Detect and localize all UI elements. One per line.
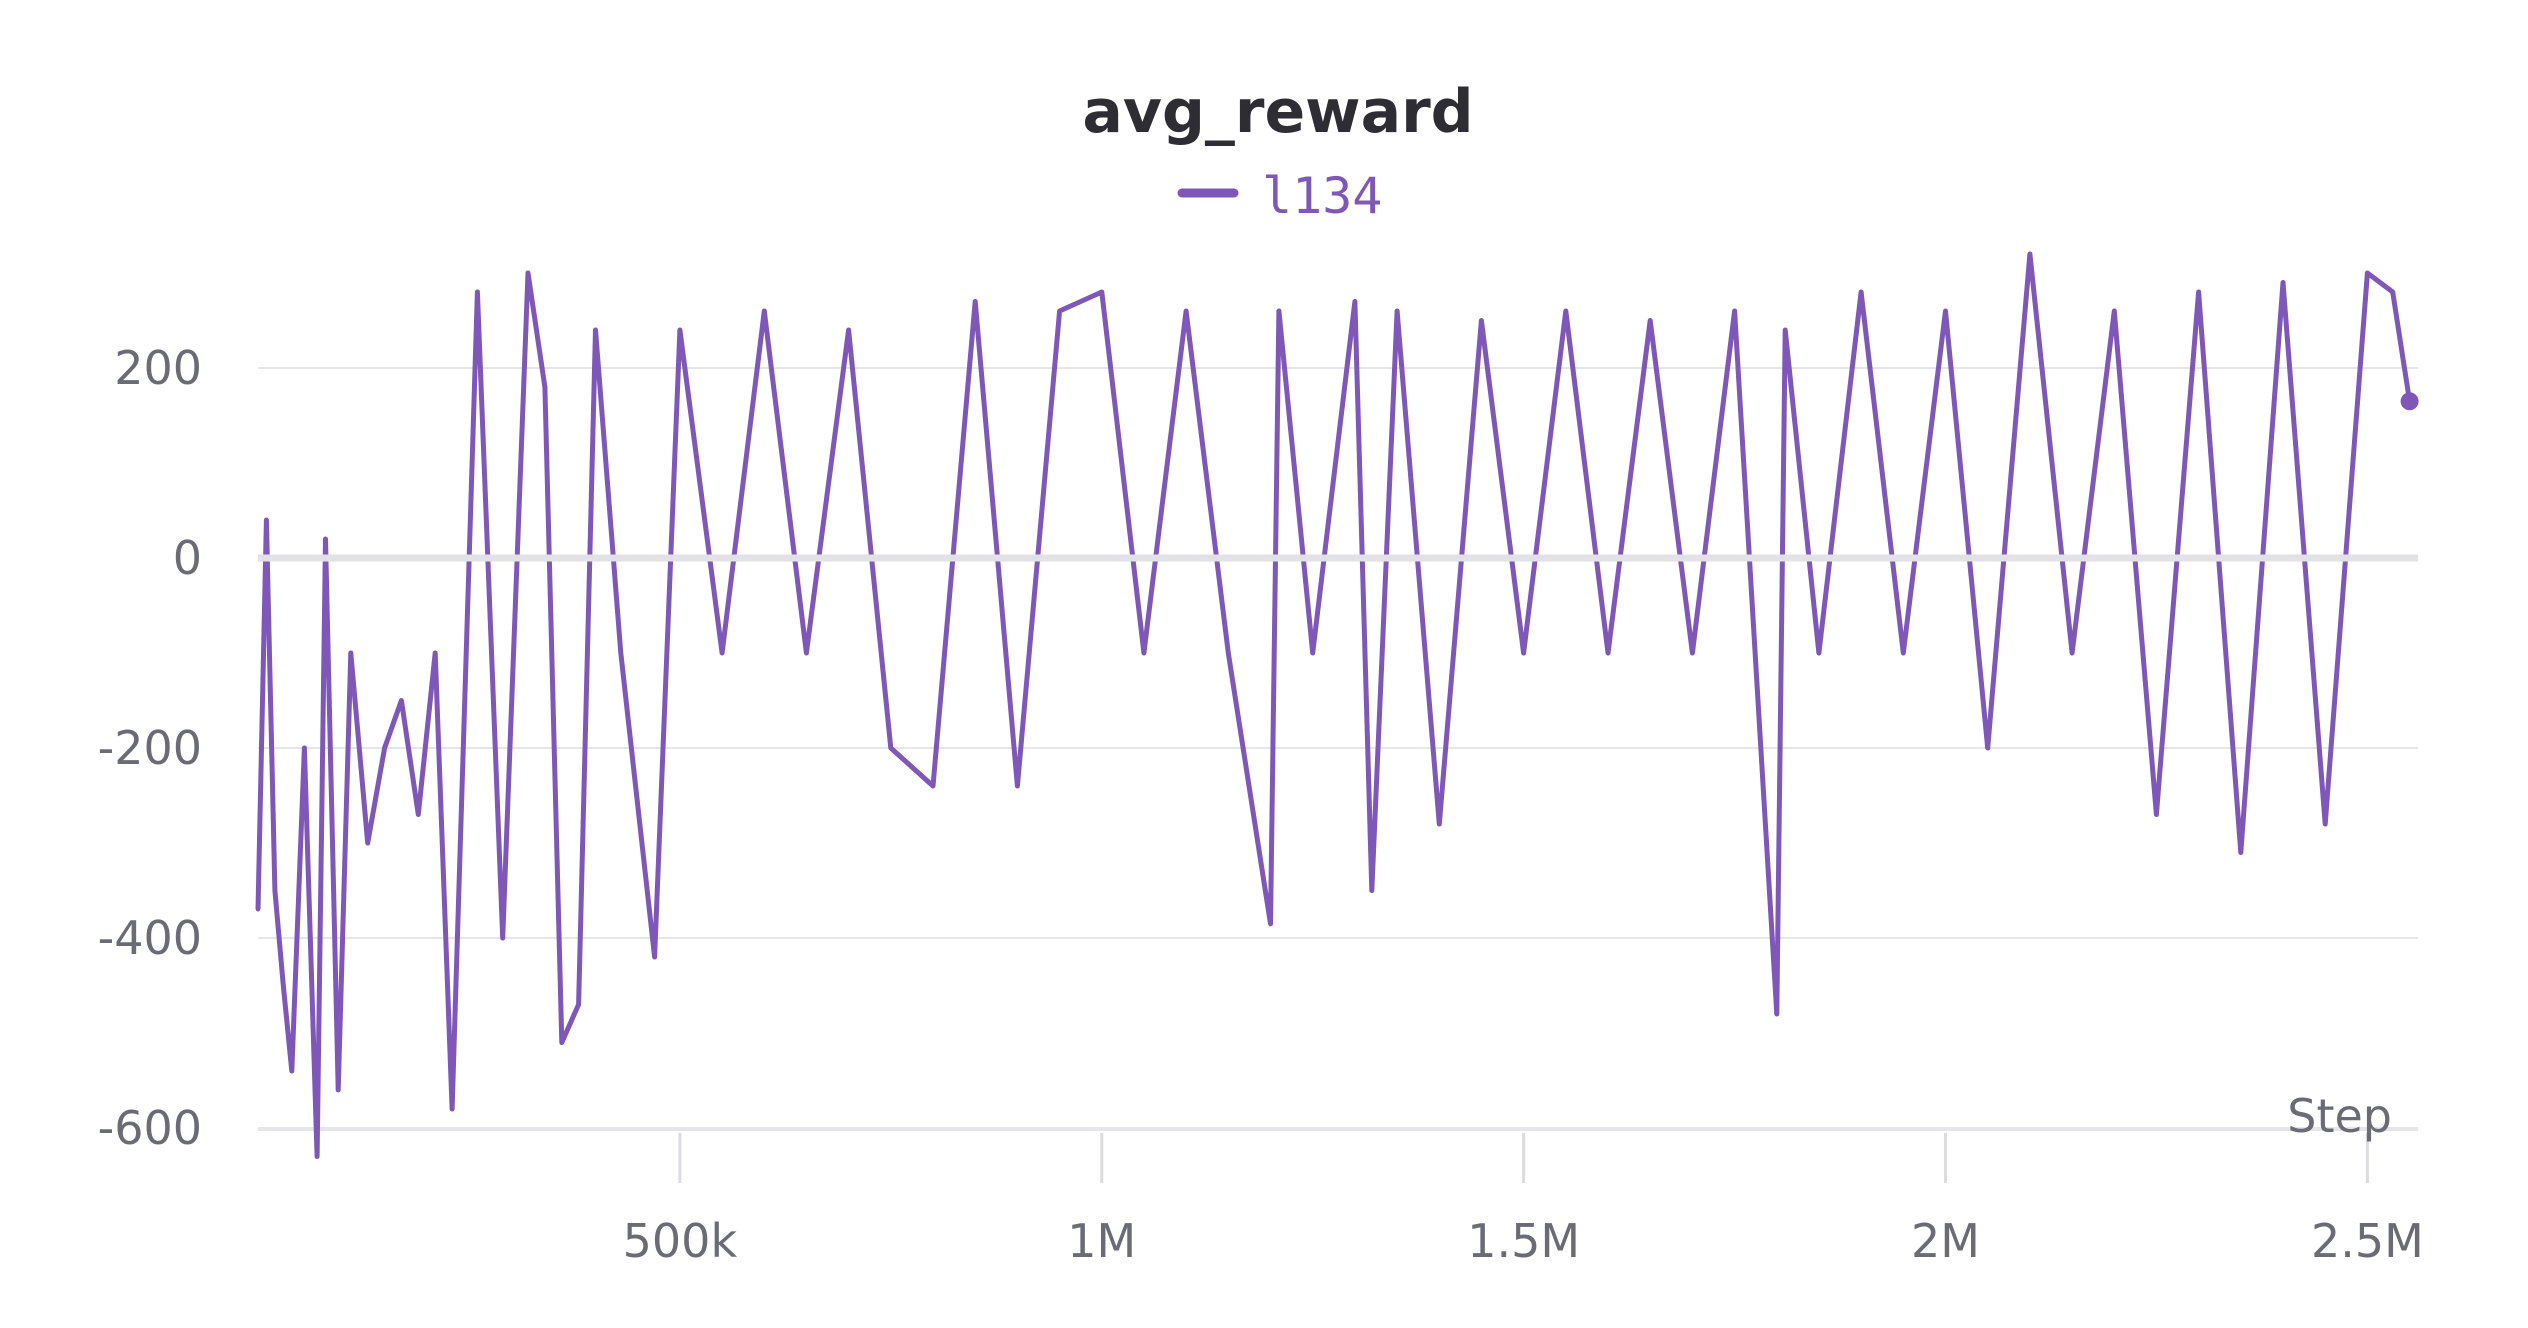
data-point <box>1268 921 1273 926</box>
tick-labels: 200 0 -200 -400 -600 500k 1M 1.5M 2M 2.5M <box>98 341 2424 1268</box>
data-point <box>323 537 328 541</box>
data-point <box>1901 651 1906 655</box>
data-point <box>500 936 505 940</box>
data-point <box>618 651 623 655</box>
data-point <box>804 651 809 655</box>
data-point <box>1783 328 1788 332</box>
data-point <box>720 651 725 655</box>
data-point <box>2281 280 2285 285</box>
data-point <box>1985 746 1990 750</box>
data-point <box>475 290 480 294</box>
data-point <box>348 651 353 655</box>
data-point <box>2196 290 2201 294</box>
data-point <box>846 328 851 332</box>
data-point <box>1606 651 1610 655</box>
data-point <box>1057 309 1062 313</box>
data-point <box>526 271 530 275</box>
data-point <box>2112 309 2117 313</box>
data-point <box>450 1107 455 1111</box>
data-point <box>315 1154 320 1159</box>
data-point <box>593 328 598 332</box>
data-point <box>365 841 370 845</box>
data-point <box>1816 651 1821 655</box>
data-point <box>652 955 657 959</box>
data-point <box>399 698 404 703</box>
series-line <box>255 251 2413 1159</box>
y-tick-label: -200 <box>98 721 202 775</box>
data-point <box>1352 299 1357 304</box>
legend-label: l134 <box>1262 167 1382 225</box>
y-tick-label: 0 <box>173 531 202 585</box>
data-point <box>302 746 307 750</box>
data-point <box>1943 309 1948 313</box>
x-tick-label: 2.5M <box>2311 1214 2424 1268</box>
x-axis-label: Step <box>2287 1089 2392 1143</box>
data-point <box>542 385 547 389</box>
data-point <box>762 309 767 313</box>
data-point <box>382 746 387 750</box>
data-point <box>576 1002 581 1007</box>
data-point <box>559 1040 564 1045</box>
data-point <box>1276 309 1281 313</box>
data-point <box>1690 651 1695 655</box>
y-tick-label: -400 <box>98 911 202 965</box>
data-point <box>1369 888 1374 893</box>
x-tick-label: 1.5M <box>1467 1214 1580 1268</box>
data-point <box>1099 290 1104 294</box>
data-point <box>2238 850 2243 855</box>
y-tick-label: 200 <box>114 341 202 395</box>
data-point <box>2365 271 2370 275</box>
data-point <box>1226 651 1231 655</box>
data-point <box>1732 309 1737 313</box>
data-point <box>256 907 260 912</box>
y-tick-label: -600 <box>98 1101 202 1155</box>
x-tick-label: 1M <box>1067 1214 1136 1268</box>
data-point <box>1395 309 1400 313</box>
data-point <box>336 1088 341 1092</box>
last-point-marker <box>2400 392 2419 411</box>
data-point <box>2390 290 2395 294</box>
chart-title: avg_reward <box>1082 77 1473 147</box>
x-tick-label: 500k <box>623 1214 738 1268</box>
x-tick-label: 2M <box>1911 1214 1980 1268</box>
data-point <box>1648 318 1653 323</box>
data-point <box>1437 822 1442 826</box>
data-point <box>1310 651 1315 655</box>
data-point <box>289 1069 294 1073</box>
series-layer <box>255 251 2419 1159</box>
data-point <box>264 518 269 522</box>
data-point <box>281 983 286 988</box>
data-point <box>1563 309 1568 313</box>
data-point <box>677 328 682 332</box>
data-point <box>1184 309 1189 313</box>
data-point <box>1015 784 1020 788</box>
data-point <box>2027 252 2032 256</box>
data-point <box>931 784 935 788</box>
data-point <box>2070 651 2075 655</box>
data-point <box>1479 318 1484 323</box>
data-point <box>1141 651 1146 655</box>
x-ticks <box>678 1133 2369 1183</box>
legend: l134 <box>1177 167 1382 225</box>
data-point <box>2154 812 2159 817</box>
data-point <box>1774 1012 1779 1016</box>
data-point <box>973 299 978 304</box>
data-point <box>1859 290 1864 294</box>
grid <box>258 367 2418 1131</box>
data-point <box>1521 651 1526 655</box>
data-point <box>2323 822 2328 826</box>
data-point <box>272 888 277 893</box>
data-point <box>888 746 893 750</box>
data-point <box>416 812 421 817</box>
data-point <box>433 651 438 655</box>
